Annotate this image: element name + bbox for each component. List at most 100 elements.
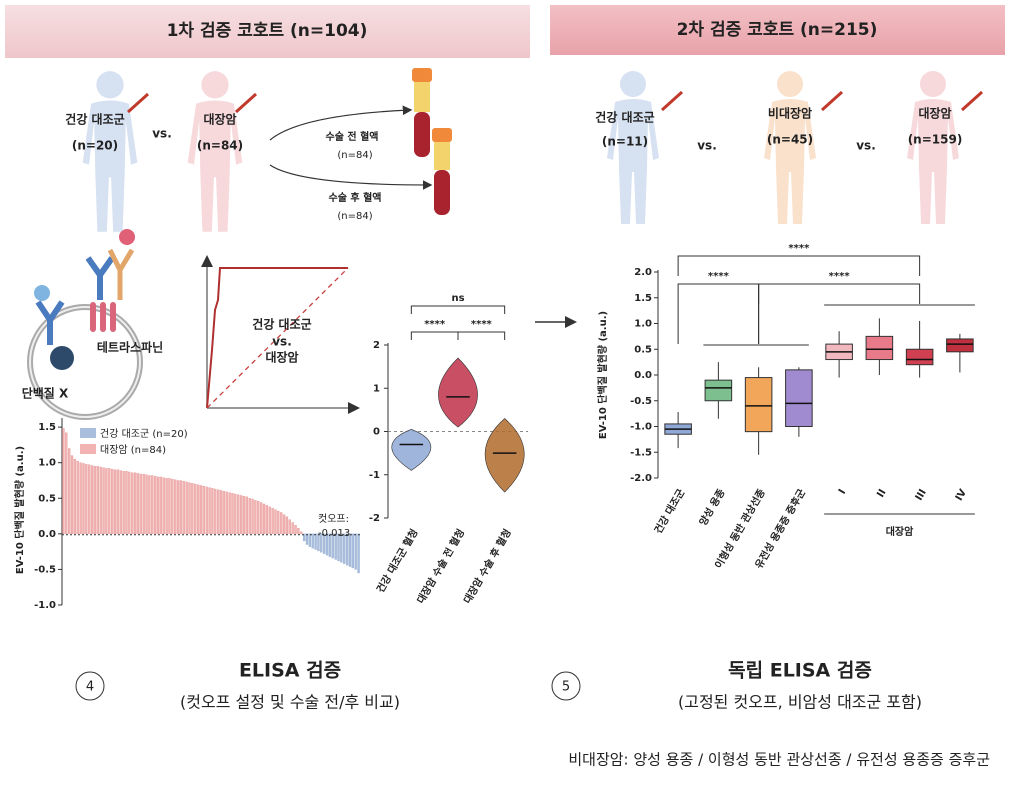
legend-label: 대장암 (n=84) xyxy=(100,444,166,456)
bar xyxy=(285,516,289,534)
bar xyxy=(225,491,228,534)
roc-label: vs. xyxy=(272,335,292,349)
panel-number-circle xyxy=(551,671,581,701)
significance-bracket xyxy=(457,331,506,340)
y-tick-label: -0.5 xyxy=(630,396,652,407)
sample-label: 수술 후 혈액 xyxy=(329,191,382,204)
x-tick-label: 양성 용종 xyxy=(696,487,727,528)
vs-label: vs. xyxy=(697,139,717,153)
y-tick-label: 1.5 xyxy=(38,422,56,433)
bar xyxy=(348,533,352,567)
bar xyxy=(88,464,91,534)
header-left: 1차 검증 코호트 (n=104) xyxy=(167,21,368,41)
significance-bracket xyxy=(410,305,506,314)
panel-number-circle xyxy=(75,671,105,701)
y-axis-label: EV-10 단백질 발현량 (a.u.) xyxy=(13,446,26,574)
y-tick-label: 0.5 xyxy=(634,344,652,355)
x-tick-label: 대장암 수술 전 혈청 xyxy=(414,527,467,606)
bar xyxy=(222,491,226,534)
x-tick-label: 건강 대조군 혈청 xyxy=(374,527,421,595)
bar xyxy=(328,533,332,557)
bar xyxy=(291,522,294,534)
roc-schematic xyxy=(201,255,360,414)
y-tick-label: 1.0 xyxy=(634,319,652,330)
violin xyxy=(438,357,478,428)
bar xyxy=(205,486,208,534)
y-tick-label: -1.5 xyxy=(630,447,652,458)
bar xyxy=(65,432,68,534)
bar xyxy=(139,473,142,534)
y-tick-label: -2.0 xyxy=(630,473,652,484)
bar xyxy=(90,465,94,534)
blood-tube xyxy=(412,68,432,157)
bar xyxy=(334,533,337,560)
bar xyxy=(70,455,74,534)
bar xyxy=(85,463,88,534)
group-label: 대장암 xyxy=(203,113,236,127)
bar xyxy=(337,533,340,562)
bar xyxy=(280,512,283,534)
bar xyxy=(297,528,300,534)
bar xyxy=(351,533,354,569)
bar xyxy=(228,492,231,534)
bar xyxy=(274,509,277,534)
panel-subtitle: (컷오프 설정 및 수술 전/후 비교) xyxy=(180,693,400,712)
bar xyxy=(271,508,274,534)
syringe-icon xyxy=(960,90,984,112)
panel-title: ELISA 검증 xyxy=(239,660,341,682)
y-tick-label: -1.0 xyxy=(630,422,652,433)
x-tick-label: I xyxy=(837,488,848,497)
bar xyxy=(159,476,163,534)
bar xyxy=(142,473,145,534)
y-axis-label: EV-10 단백질 발현량 (a.u.) xyxy=(596,311,609,439)
bar xyxy=(202,486,205,534)
header-box xyxy=(550,5,1005,55)
bar xyxy=(305,533,309,545)
bar xyxy=(191,483,194,534)
group-label: 대장암 xyxy=(918,107,951,121)
bar xyxy=(188,482,191,534)
bar xyxy=(288,519,291,534)
person-icon xyxy=(764,71,816,224)
sample-label: 수술 전 혈액 xyxy=(326,130,379,143)
box xyxy=(865,335,894,361)
legend-swatch xyxy=(80,444,96,454)
bar xyxy=(113,469,117,534)
bar xyxy=(242,495,246,534)
y-tick-label: 1.0 xyxy=(38,458,56,469)
bar xyxy=(357,533,360,574)
bar xyxy=(148,475,151,534)
y-tick-label: 1 xyxy=(373,383,380,394)
bar xyxy=(93,466,97,534)
bar xyxy=(196,484,200,534)
bar xyxy=(99,466,102,534)
y-tick-label: -1 xyxy=(369,470,380,481)
y-tick-label: 0.5 xyxy=(38,493,56,504)
bar xyxy=(122,471,125,534)
bar xyxy=(343,533,346,564)
bar xyxy=(62,428,65,534)
violin xyxy=(484,418,525,493)
significance-bracket xyxy=(758,283,921,304)
bar xyxy=(179,480,183,534)
y-tick-label: 0.0 xyxy=(38,529,56,540)
vs-label: vs. xyxy=(856,139,876,153)
bar xyxy=(308,533,312,547)
y-tick-label: -0.5 xyxy=(34,564,56,575)
bar xyxy=(76,461,79,534)
bar xyxy=(300,531,303,534)
bar xyxy=(176,480,180,534)
bar xyxy=(208,487,211,534)
bar xyxy=(231,493,234,534)
bar xyxy=(165,478,168,534)
syringe-icon xyxy=(126,92,150,114)
significance-label: **** xyxy=(471,319,493,330)
bar xyxy=(217,489,220,534)
significance-bracket xyxy=(677,255,921,276)
bar xyxy=(119,470,122,534)
bar xyxy=(340,533,343,563)
bar xyxy=(110,468,114,534)
bar xyxy=(151,475,154,534)
bar xyxy=(105,468,108,534)
bar xyxy=(314,533,317,550)
